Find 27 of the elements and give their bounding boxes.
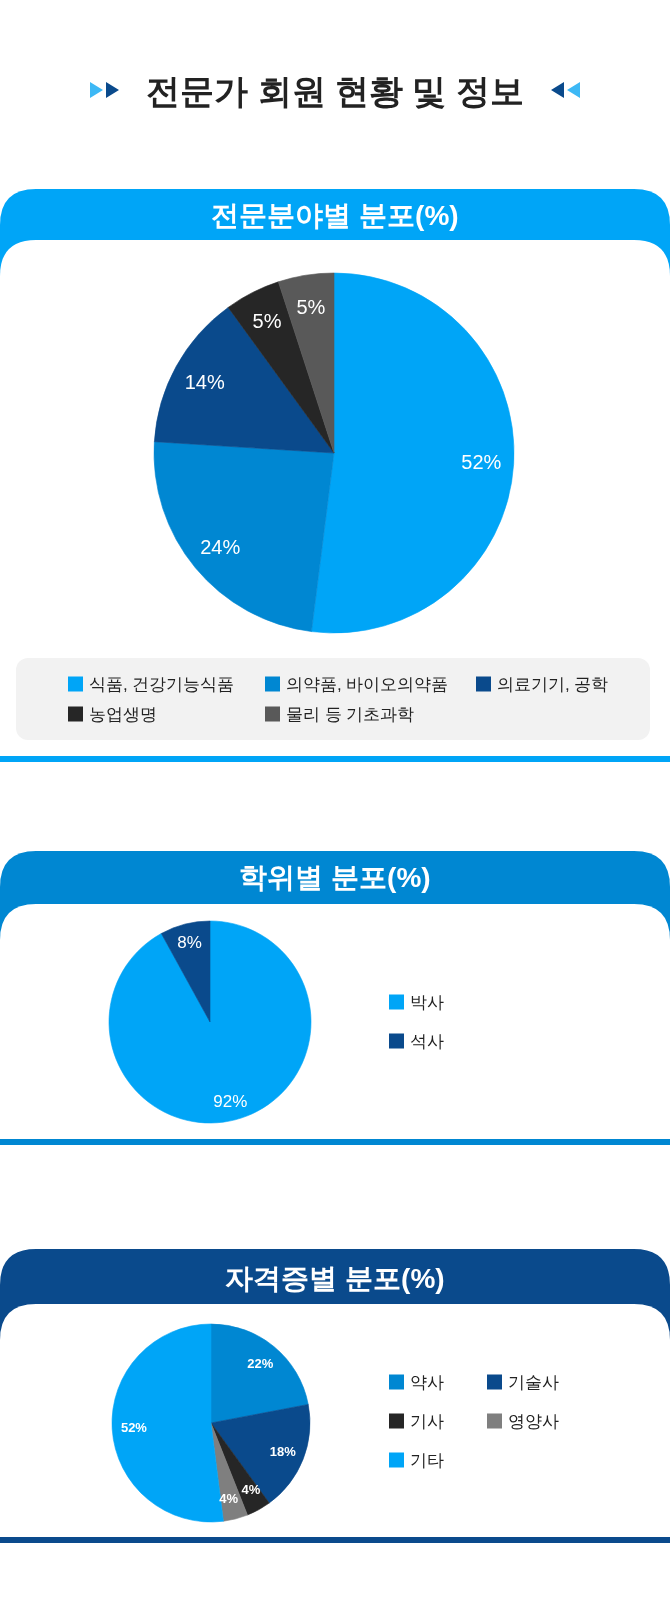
legend-label: 석사 — [410, 1031, 444, 1051]
legend-label: 기타 — [410, 1450, 444, 1470]
legend-label: 기사 — [410, 1411, 444, 1431]
legend-label: 박사 — [410, 992, 444, 1012]
data-label: 14% — [184, 370, 225, 393]
chart-title: 전문가 회원 현황 및 정보 — [146, 72, 524, 110]
data-label: 22% — [247, 1356, 274, 1371]
data-label: 5% — [252, 310, 282, 333]
legend-label: 영양사 — [508, 1411, 559, 1431]
data-label: 92% — [213, 1091, 248, 1111]
data-label: 52% — [461, 451, 502, 474]
legend-label: 농업생명 — [89, 704, 157, 724]
chart-subtitle: 전문분야별 분포(%) — [211, 199, 459, 231]
legend-label: 물리 등 기초과학 — [286, 704, 415, 724]
chart-title: 학위별 분포(%) — [239, 861, 431, 893]
data-label: 4% — [241, 1481, 261, 1497]
data-label: 8% — [177, 933, 202, 953]
legend-label: 약사 — [410, 1372, 444, 1392]
data-label: 18% — [269, 1443, 297, 1459]
legend-label: 의약품, 바이오의약품 — [286, 674, 449, 694]
data-label: 52% — [120, 1420, 148, 1436]
data-label: 24% — [200, 536, 241, 559]
legend-label: 의료기기, 공학 — [497, 674, 609, 694]
chart-title: 자격증별 분포(%) — [225, 1262, 445, 1294]
legend-label: 기술사 — [508, 1372, 559, 1392]
legend-label: 식품, 건강기능식품 — [89, 674, 235, 694]
data-label: 5% — [296, 296, 326, 319]
